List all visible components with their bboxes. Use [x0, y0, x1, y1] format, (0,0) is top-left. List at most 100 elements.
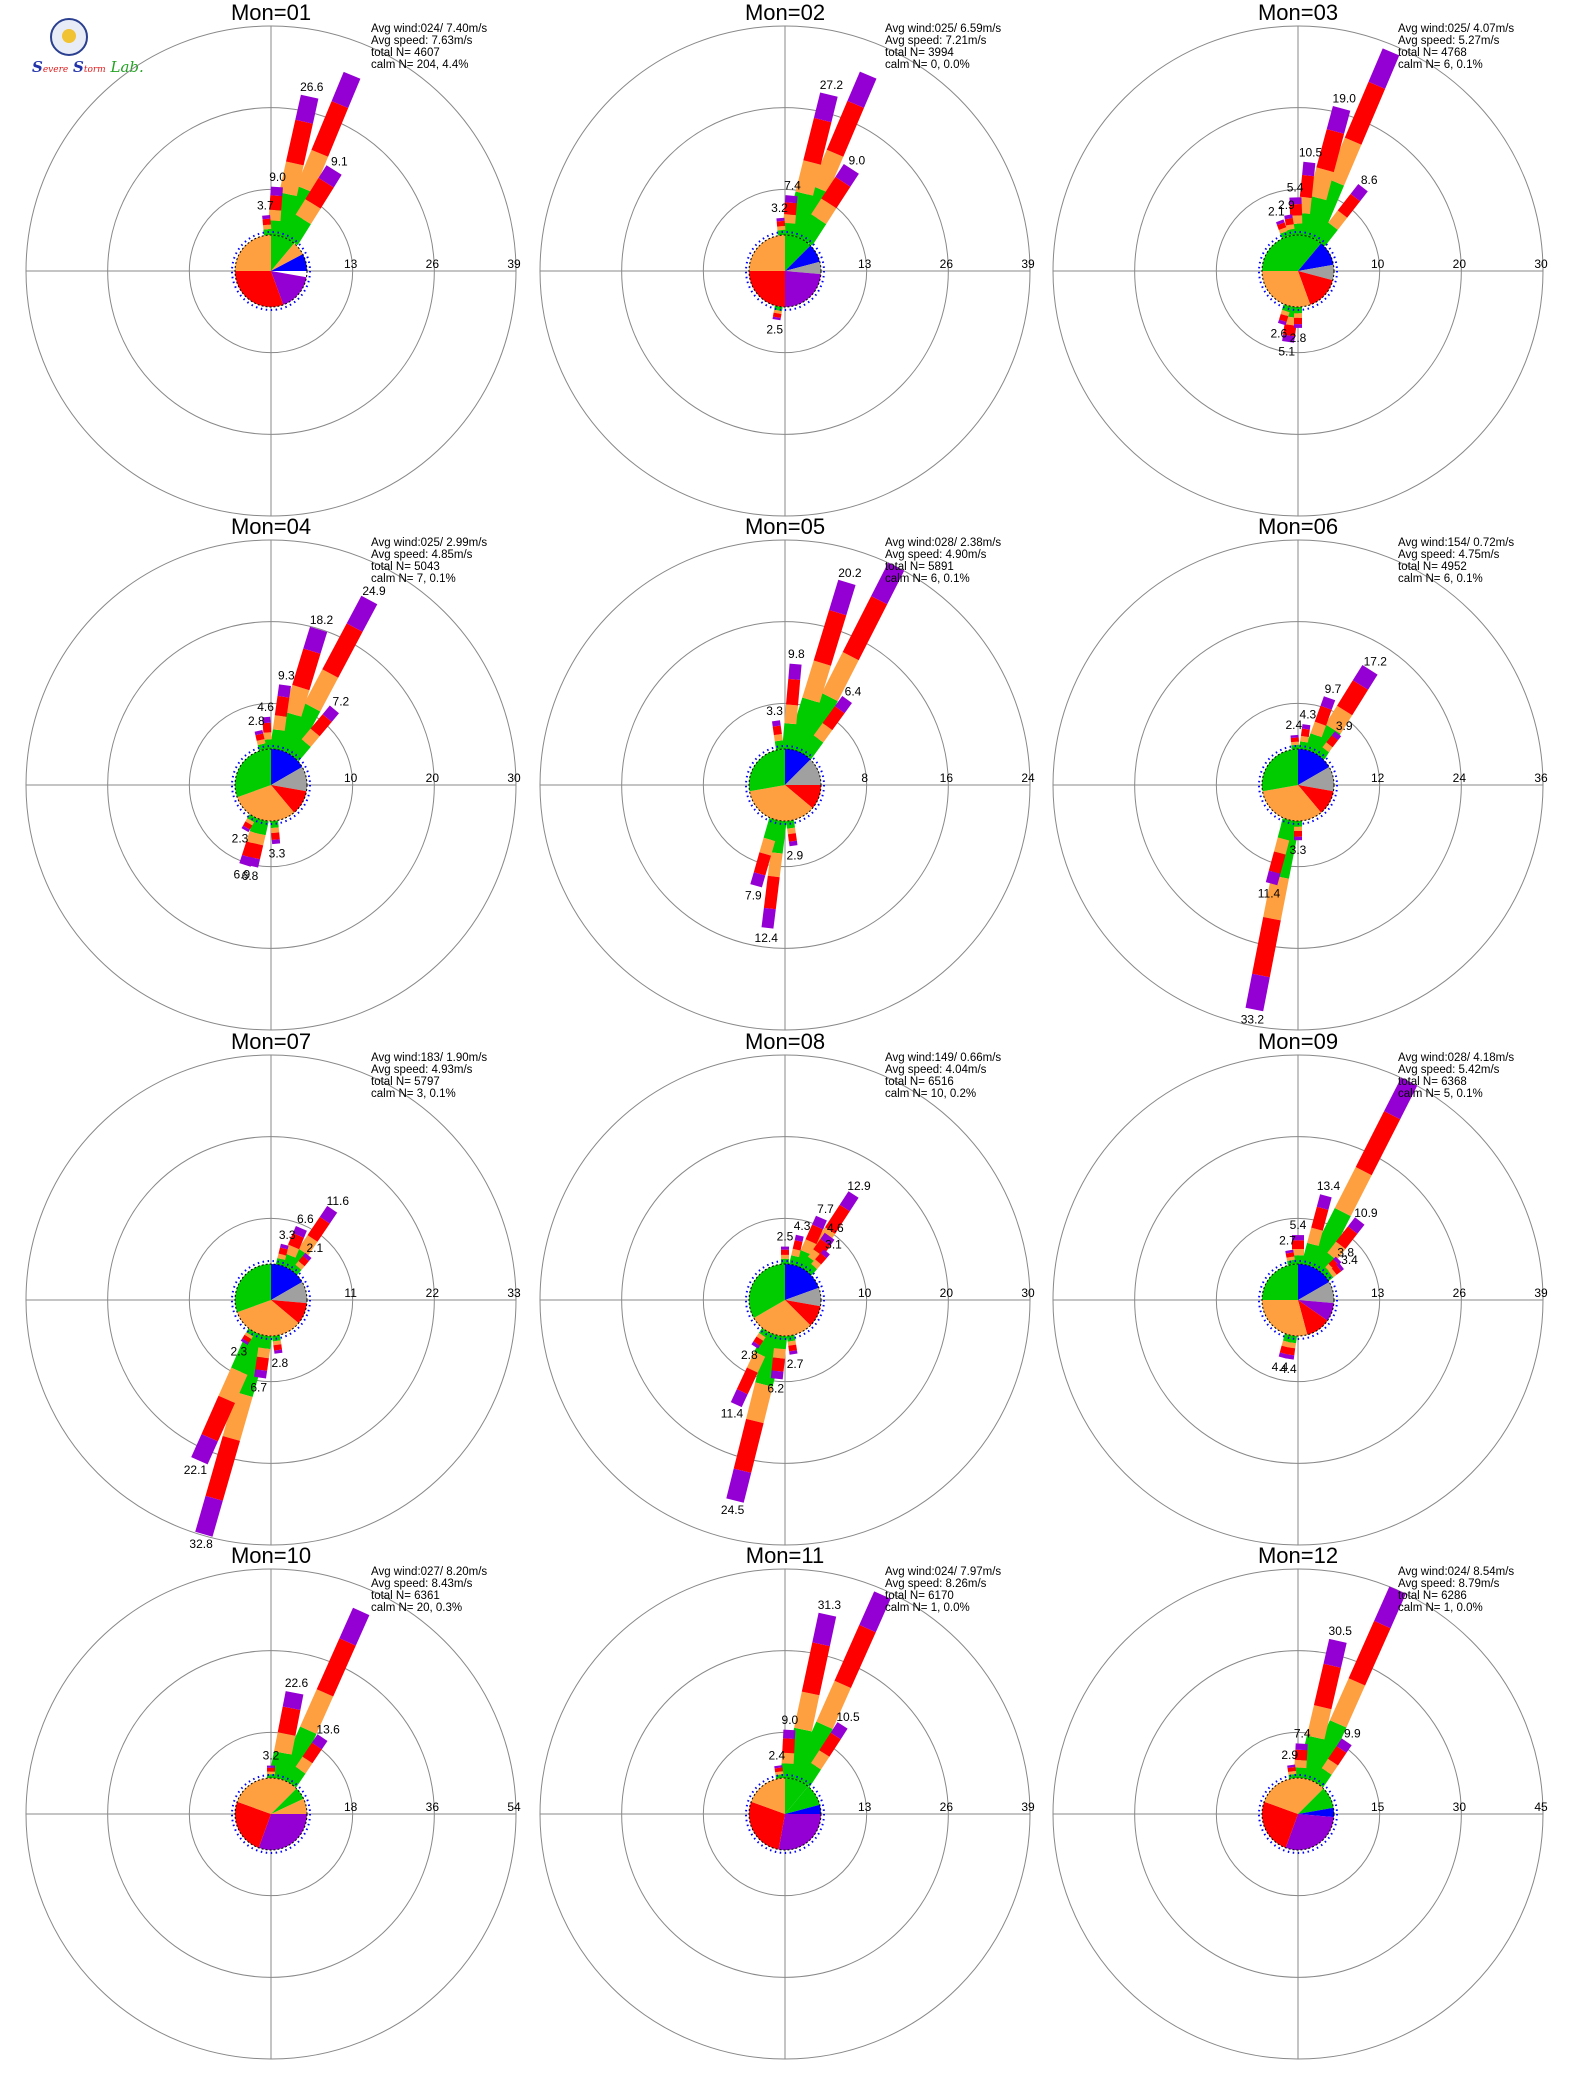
spoke-bar [319, 1205, 338, 1224]
avg-speed-stat: Avg speed: 4.85m/s [371, 549, 473, 561]
panel-title: Mon=10 [231, 1543, 311, 1568]
spoke-bar [1284, 218, 1294, 226]
spoke-bar [270, 186, 283, 197]
spoke-value-label: 6.7 [250, 1381, 267, 1395]
ring-label: 8 [861, 771, 868, 785]
spoke-bar [302, 1252, 312, 1262]
center-pie-slice [785, 1300, 821, 1326]
spoke-value-label: 4.4 [1272, 1360, 1289, 1374]
spoke-value-label: 4.6 [827, 1221, 844, 1235]
spoke-bar [1336, 1738, 1352, 1753]
spoke-bar [304, 669, 339, 712]
center-pie-slice [237, 1778, 271, 1814]
ring-label: 20 [940, 1286, 954, 1300]
center-pie-slice [1298, 1807, 1335, 1818]
spoke-bar [273, 1344, 282, 1351]
center-pie-outline [234, 1777, 308, 1851]
panel-title: Mon=11 [746, 1543, 824, 1568]
spoke-bar [270, 729, 285, 751]
center-pie-slice [271, 1788, 304, 1814]
spoke-bar [819, 1732, 841, 1757]
center-pie-outline [1261, 748, 1335, 822]
total-n-stat: total N= 6286 [1398, 1590, 1467, 1602]
spoke-bar [282, 214, 311, 246]
spoke-bar [280, 1243, 289, 1250]
center-pie-slice [271, 1263, 303, 1300]
ring-label: 30 [1534, 257, 1548, 271]
spoke-value-label: 3.3 [766, 704, 783, 718]
spoke-bar [322, 623, 363, 678]
spoke-bar [1295, 1743, 1308, 1751]
spoke-bar [274, 695, 290, 717]
ring-label: 13 [858, 1800, 872, 1814]
spoke-bar [1299, 174, 1314, 198]
spoke-bar [243, 821, 253, 830]
spoke-bar [1321, 1758, 1338, 1775]
spoke-bar [316, 1638, 356, 1697]
spoke-value-label: 9.0 [782, 1713, 799, 1727]
spoke-bar [733, 1418, 764, 1473]
spoke-bar [240, 1338, 249, 1345]
avg-speed-stat: Avg speed: 8.43m/s [371, 1578, 473, 1590]
spoke-bar [1348, 1620, 1391, 1686]
spoke-bar [1328, 1746, 1347, 1766]
calm-n-stat: calm N= 3, 0.1% [371, 1088, 456, 1100]
spoke-value-label: 2.7 [787, 1357, 804, 1371]
center-pie-slice [1298, 767, 1335, 792]
spoke-bar [772, 720, 781, 727]
center-pie-slice [785, 1264, 819, 1300]
total-n-stat: total N= 5043 [371, 561, 440, 573]
ring-label: 24 [1021, 771, 1035, 785]
center-pie-slice [1298, 1300, 1334, 1321]
center-pie-slice [785, 1786, 820, 1814]
spoke-bar [1307, 1227, 1323, 1246]
avg-wind-stat: Avg wind:028/ 4.18m/s [1398, 1052, 1514, 1064]
spoke-bar [242, 1334, 252, 1343]
ring-label: 11 [344, 1286, 357, 1300]
spoke-value-label: 9.0 [269, 170, 286, 184]
spoke-bar [1326, 735, 1338, 748]
direction-tick-ring [745, 1260, 825, 1340]
total-n-stat: total N= 6516 [885, 1076, 954, 1088]
spoke-value-label: 2.9 [787, 849, 804, 863]
spoke-bar [295, 1756, 313, 1774]
center-pie-outline [234, 748, 308, 822]
spoke-bar [275, 1258, 286, 1266]
calm-n-stat: calm N= 6, 0.1% [885, 573, 970, 585]
center-pie-slice [235, 1264, 271, 1313]
ring-label: 13 [344, 257, 358, 271]
spoke-bar [759, 837, 776, 856]
center-pie-slice [748, 749, 785, 792]
avg-wind-stat: Avg wind:028/ 2.38m/s [885, 537, 1001, 549]
spoke-bar [785, 195, 798, 204]
spoke-bar [859, 1591, 891, 1633]
direction-tick-ring [745, 745, 825, 825]
spoke-bar [771, 1357, 785, 1372]
spoke-value-label: 12.9 [847, 1179, 871, 1193]
ring-label: 26 [940, 1800, 954, 1814]
spoke-value-label: 2.8 [1290, 331, 1307, 345]
spoke-bar [1301, 724, 1311, 730]
spoke-bar [788, 840, 798, 847]
spoke-bar [791, 1248, 801, 1258]
spoke-value-label: 6.4 [845, 684, 862, 698]
spoke-value-label: 11.6 [327, 1194, 350, 1208]
avg-speed-stat: Avg speed: 8.79m/s [1398, 1578, 1500, 1590]
spoke-bar [829, 579, 856, 616]
center-pie-slice [1298, 271, 1333, 305]
avg-speed-stat: Avg speed: 7.63m/s [371, 35, 473, 47]
spoke-bar [1252, 917, 1281, 978]
avg-wind-stat: Avg wind:025/ 6.59m/s [885, 23, 1001, 35]
spoke-bar [773, 309, 782, 314]
center-pie-slice [748, 1264, 785, 1318]
center-pie-slice [235, 235, 271, 271]
spoke-bar [1315, 1252, 1337, 1276]
spoke-bar [191, 1434, 218, 1465]
spoke-bar [1310, 721, 1326, 738]
center-pie-slice [1285, 1814, 1334, 1850]
center-pie-slice [778, 1814, 822, 1851]
avg-speed-stat: Avg speed: 5.27m/s [1398, 35, 1500, 47]
spoke-bar [794, 1691, 820, 1732]
spoke-value-label: 7.7 [817, 1202, 834, 1216]
center-pie-slice [235, 1801, 271, 1848]
